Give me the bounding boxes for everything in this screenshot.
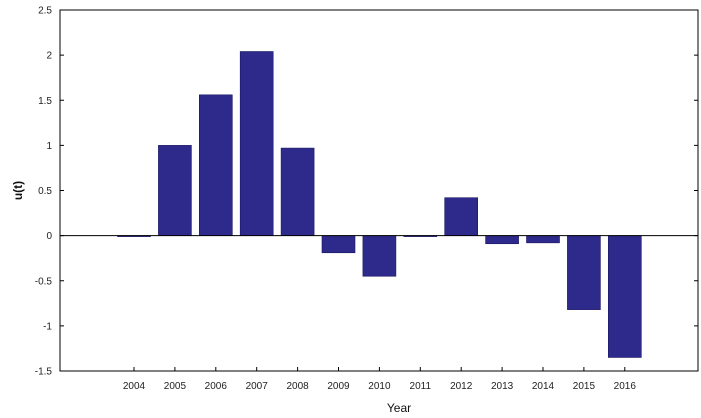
x-tick-label: 2010 — [368, 381, 391, 392]
x-tick-label: 2013 — [491, 381, 514, 392]
y-tick-label: -1.5 — [35, 367, 53, 378]
bars — [117, 51, 642, 358]
x-tick-label: 2007 — [246, 381, 269, 392]
y-axis-ticks: -1.5 -1 -0.5 0 0.5 1 1.5 2 2.5 — [35, 6, 698, 378]
bar-2007 — [239, 51, 274, 236]
plot-frame — [59, 9, 699, 372]
bar-2012 — [444, 197, 479, 236]
bar-2013 — [485, 235, 519, 245]
x-tick-label: 2006 — [205, 381, 228, 392]
y-tick-label: 0 — [46, 231, 52, 242]
x-tick-label: 2012 — [450, 381, 473, 392]
x-axis-ticks: 2004 2005 2006 2007 2008 2009 2010 2011 2012 2013… — [123, 367, 636, 392]
x-tick-label: 2011 — [410, 381, 432, 392]
axes — [59, 9, 699, 372]
bar-2014 — [526, 235, 560, 244]
bar-2016 — [607, 235, 642, 358]
x-tick-label: 2009 — [327, 381, 350, 392]
bar-2010 — [362, 235, 397, 277]
x-axis-label: Year — [387, 401, 411, 415]
bar-2005 — [158, 145, 192, 236]
y-tick-label: -1 — [43, 321, 52, 332]
x-tick-label: 2015 — [573, 381, 596, 392]
bar-2009 — [321, 235, 356, 254]
y-tick-label: 1 — [46, 141, 52, 152]
bar-2006 — [199, 94, 233, 236]
x-tick-label: 2004 — [123, 381, 146, 392]
y-tick-label: 2.5 — [38, 6, 52, 17]
bar-2008 — [280, 147, 315, 236]
x-tick-label: 2016 — [614, 381, 637, 392]
y-tick-label: 1.5 — [38, 96, 52, 107]
x-tick-label: 2005 — [164, 381, 187, 392]
x-tick-label: 2014 — [532, 381, 555, 392]
y-tick-label: 2 — [46, 51, 52, 62]
y-tick-label: -0.5 — [35, 276, 53, 287]
y-tick-label: 0.5 — [38, 186, 52, 197]
y-axis-label: u(t) — [11, 181, 25, 200]
x-tick-label: 2008 — [286, 381, 309, 392]
bar-2015 — [567, 235, 601, 310]
